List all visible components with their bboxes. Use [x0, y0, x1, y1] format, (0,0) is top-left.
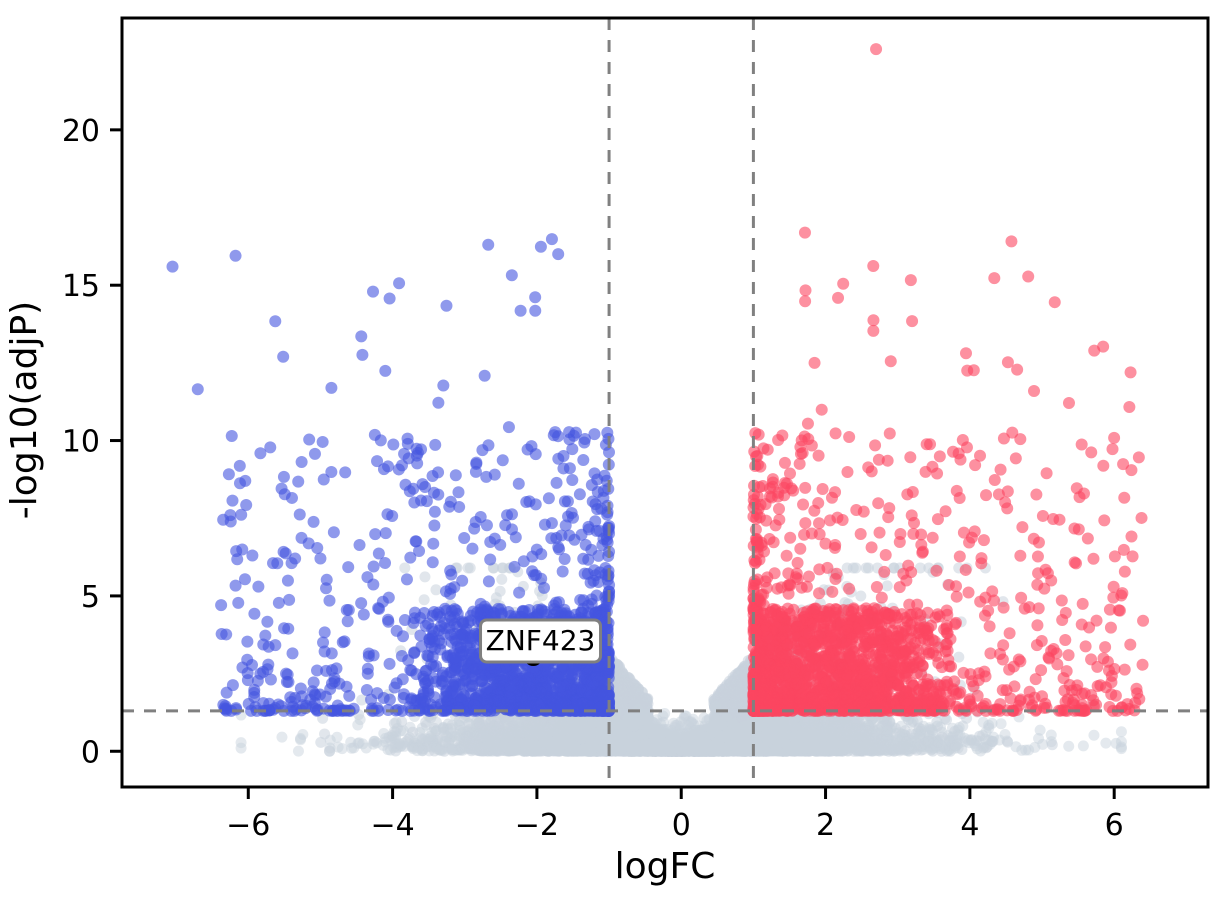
y-axis-ticks: 0 5 10 15 20 — [62, 114, 122, 770]
x-tick-label: 2 — [816, 808, 835, 843]
scatter-points-up-regulated — [747, 43, 1150, 717]
x-tick-label: −4 — [370, 808, 414, 843]
scatter-points-not-significant — [235, 562, 1127, 757]
annotation-box — [479, 618, 603, 664]
x-tick-label: −2 — [515, 808, 559, 843]
x-axis-title: logFC — [615, 846, 716, 887]
x-tick-label: 0 — [672, 808, 691, 843]
y-axis-title: -log10(adjP) — [4, 301, 45, 519]
y-tick-label: 20 — [62, 114, 100, 149]
x-tick-label: −6 — [226, 808, 270, 843]
y-tick-label: 15 — [62, 269, 100, 304]
x-axis-ticks: −6 −4 −2 0 2 4 6 — [226, 787, 1124, 843]
plot-background — [122, 18, 1208, 787]
annotation-label: ZNF423 — [486, 624, 596, 657]
axis-frame — [120, 16, 1210, 789]
y-tick-label: 5 — [81, 580, 100, 615]
gene-annotation: ZNF423 — [479, 618, 603, 667]
x-tick-label: 6 — [1105, 808, 1124, 843]
x-tick-label: 4 — [960, 808, 979, 843]
y-tick-label: 10 — [62, 425, 100, 460]
y-tick-label: 0 — [81, 735, 100, 770]
threshold-lines — [122, 18, 1208, 787]
